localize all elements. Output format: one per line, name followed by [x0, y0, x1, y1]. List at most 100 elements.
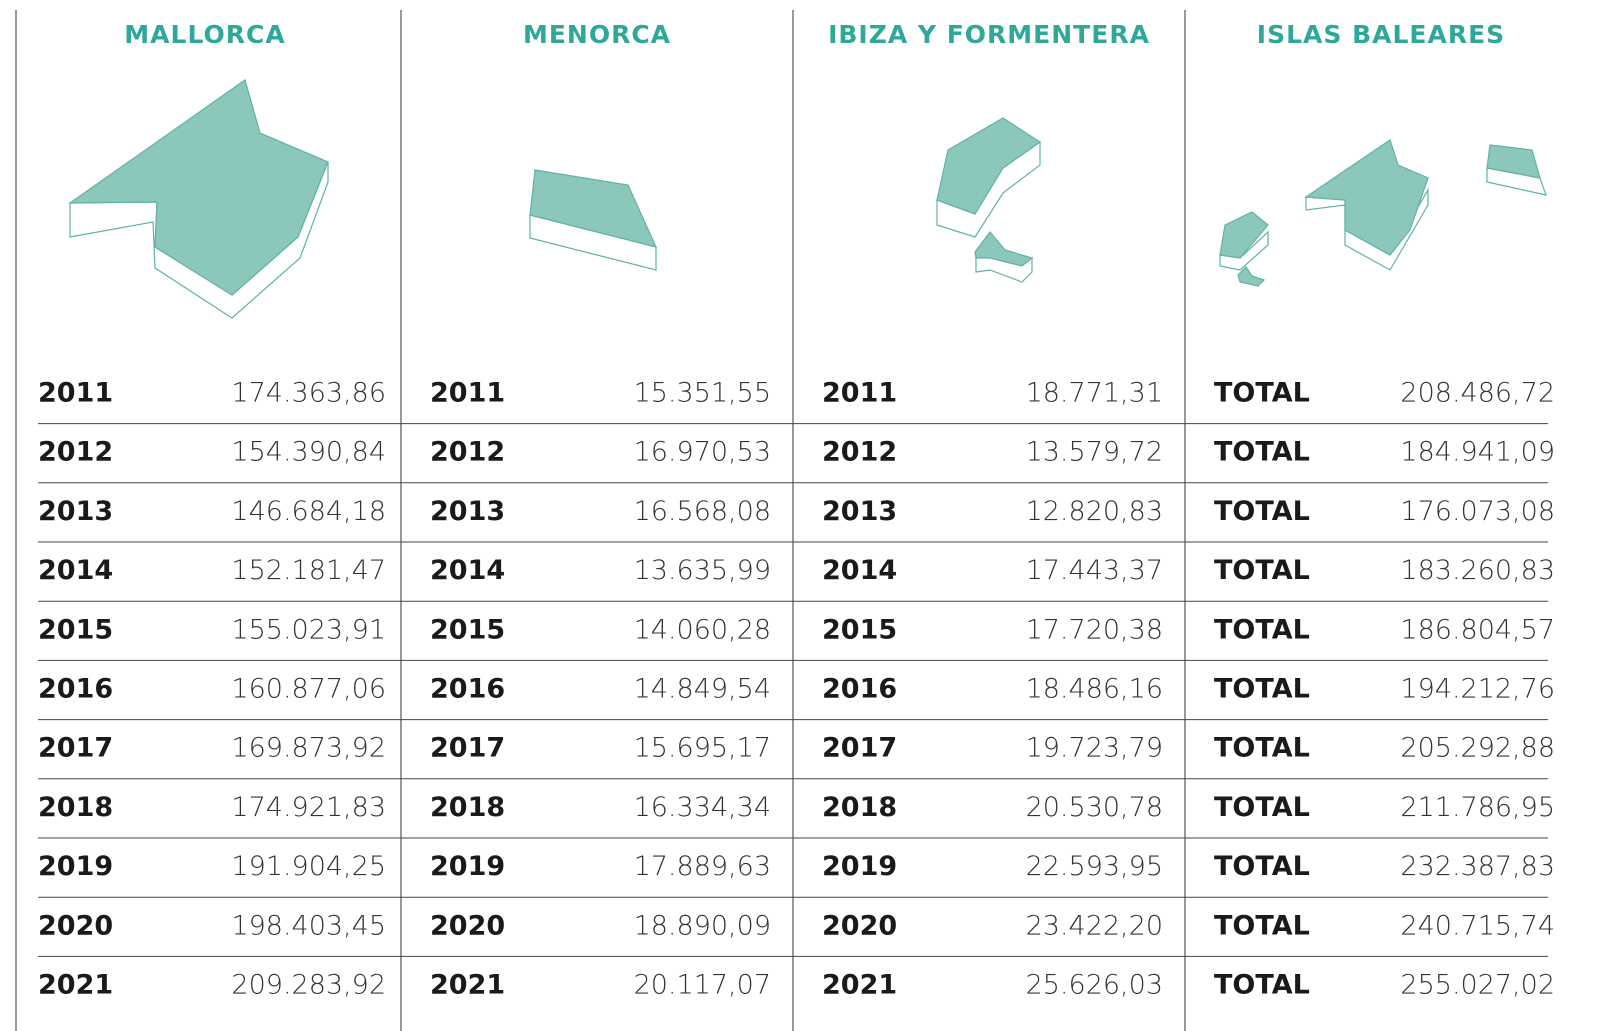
row-label: 2011: [38, 378, 113, 409]
row-value: 18.486,16: [1026, 674, 1163, 705]
row-label: TOTAL: [1214, 437, 1310, 468]
row-label: 2016: [822, 674, 897, 705]
row-value: 232.387,83: [1400, 851, 1555, 882]
row-value: 152.181,47: [231, 555, 386, 586]
row-value: 25.626,03: [1026, 970, 1163, 1001]
row-label: 2018: [430, 792, 505, 823]
row-label: 2014: [822, 555, 897, 586]
row-value: 14.060,28: [634, 614, 771, 645]
row-label: TOTAL: [1214, 496, 1310, 527]
row-label: 2020: [822, 910, 897, 941]
row-label: 2021: [38, 970, 113, 1001]
row-label: 2018: [822, 792, 897, 823]
row-value: 160.877,06: [231, 674, 386, 705]
row-value: 23.422,20: [1026, 910, 1163, 941]
row-label: 2016: [430, 674, 505, 705]
row-value: 12.820,83: [1026, 496, 1163, 527]
row-value: 184.941,09: [1400, 437, 1555, 468]
column-title: MENORCA: [523, 20, 671, 49]
row-label: TOTAL: [1214, 674, 1310, 705]
row-label: TOTAL: [1214, 378, 1310, 409]
row-label: TOTAL: [1214, 910, 1310, 941]
menorca-shape: [529, 169, 658, 248]
row-label: 2019: [38, 851, 113, 882]
row-label: 2021: [430, 970, 505, 1001]
row-label: TOTAL: [1214, 733, 1310, 764]
row-value: 13.635,99: [634, 555, 771, 586]
row-value: 15.351,55: [634, 378, 771, 409]
baleares-formentera: [1237, 266, 1266, 287]
column-title: MALLORCA: [124, 20, 285, 49]
table-grid: [15, 10, 1548, 1031]
row-value: 174.921,83: [231, 792, 386, 823]
ibiza-shape: [936, 117, 1042, 215]
row-label: 2018: [38, 792, 113, 823]
row-value: 211.786,95: [1400, 792, 1555, 823]
row-value: 16.334,34: [634, 792, 771, 823]
formentera-side: [975, 256, 1033, 283]
row-label: 2020: [430, 910, 505, 941]
row-value: 16.970,53: [634, 437, 771, 468]
row-value: 14.849,54: [634, 674, 771, 705]
row-value: 20.530,78: [1026, 792, 1163, 823]
row-label: 2017: [430, 733, 505, 764]
row-value: 155.023,91: [231, 614, 386, 645]
island-shapes: [68, 79, 1547, 319]
row-label: 2011: [430, 378, 505, 409]
row-label: 2015: [38, 614, 113, 645]
row-label: 2020: [38, 910, 113, 941]
row-value: 17.720,38: [1026, 614, 1163, 645]
row-value: 19.723,79: [1026, 733, 1163, 764]
column-title: IBIZA Y FORMENTERA: [828, 20, 1150, 49]
mallorca-shape: [68, 79, 329, 296]
row-value: 13.579,72: [1026, 437, 1163, 468]
row-value: 194.212,76: [1400, 674, 1555, 705]
row-value: 176.073,08: [1400, 496, 1555, 527]
row-value: 18.890,09: [634, 910, 771, 941]
row-label: 2016: [38, 674, 113, 705]
row-value: 22.593,95: [1026, 851, 1163, 882]
row-value: 16.568,08: [634, 496, 771, 527]
row-value: 17.889,63: [634, 851, 771, 882]
row-value: 154.390,84: [231, 437, 386, 468]
row-label: TOTAL: [1214, 851, 1310, 882]
row-value: 20.117,07: [634, 970, 771, 1001]
row-value: 208.486,72: [1400, 378, 1555, 409]
row-label: 2019: [822, 851, 897, 882]
row-label: 2014: [38, 555, 113, 586]
row-value: 209.283,92: [231, 970, 386, 1001]
row-value: 198.403,45: [231, 910, 386, 941]
row-value: 169.873,92: [231, 733, 386, 764]
row-value: 191.904,25: [231, 851, 386, 882]
row-value: 186.804,57: [1400, 614, 1555, 645]
row-label: 2013: [430, 496, 505, 527]
row-label: 2014: [430, 555, 505, 586]
row-label: 2011: [822, 378, 897, 409]
row-value: 183.260,83: [1400, 555, 1555, 586]
baleares-mallorca: [1304, 139, 1429, 256]
row-label: 2013: [822, 496, 897, 527]
row-value: 255.027,02: [1400, 970, 1555, 1001]
row-value: 18.771,31: [1026, 378, 1163, 409]
row-value: 205.292,88: [1400, 733, 1555, 764]
row-label: TOTAL: [1214, 970, 1310, 1001]
table: MALLORCA 2011 174.363,86 2012 154.390,84 2013…: [38, 20, 1555, 1001]
row-label: 2015: [430, 614, 505, 645]
baleares-menorca: [1486, 144, 1541, 179]
row-value: 17.443,37: [1026, 555, 1163, 586]
row-value: 174.363,86: [231, 378, 386, 409]
row-label: 2015: [822, 614, 897, 645]
row-label: 2013: [38, 496, 113, 527]
baleares-ibiza: [1219, 211, 1269, 259]
row-label: 2017: [822, 733, 897, 764]
row-label: 2019: [430, 851, 505, 882]
row-value: 240.715,74: [1400, 910, 1555, 941]
row-label: 2021: [822, 970, 897, 1001]
row-value: 146.684,18: [231, 496, 386, 527]
row-label: TOTAL: [1214, 614, 1310, 645]
row-value: 15.695,17: [634, 733, 771, 764]
row-label: 2012: [430, 437, 505, 468]
row-label: TOTAL: [1214, 555, 1310, 586]
row-label: 2012: [38, 437, 113, 468]
